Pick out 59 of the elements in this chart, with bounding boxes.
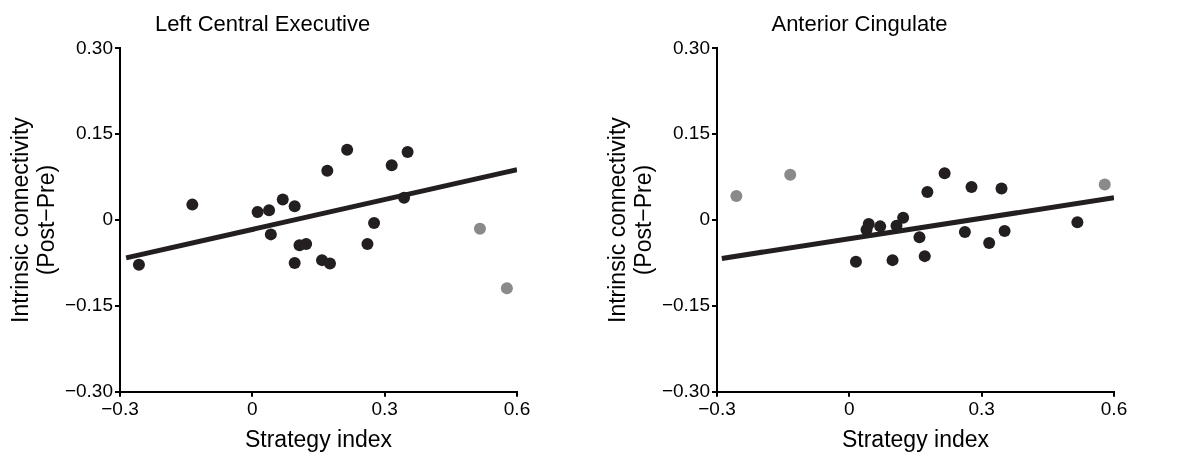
y-axis-title: Intrinsic connectivity (Post−Pre)	[603, 116, 657, 323]
point	[730, 190, 743, 203]
x-tick-label: 0.6	[503, 398, 531, 420]
point	[1098, 178, 1111, 191]
point	[263, 204, 276, 217]
point	[341, 143, 354, 156]
x-axis-title: Strategy index	[244, 426, 393, 453]
point	[132, 258, 145, 271]
x-tick-label: 0.6	[1100, 398, 1128, 420]
point	[995, 182, 1008, 195]
point	[958, 226, 971, 239]
point	[288, 256, 301, 269]
point	[874, 220, 887, 233]
y-axis-title: Intrinsic connectivity (Post−Pre)	[6, 116, 60, 323]
point	[251, 206, 264, 219]
y-tick-label: −0.30	[64, 379, 113, 401]
chart-title: Anterior Cingulate	[771, 11, 948, 37]
point	[288, 200, 301, 213]
point	[500, 282, 513, 295]
point	[361, 238, 374, 251]
y-tick-label: −0.15	[64, 294, 113, 316]
point	[784, 168, 797, 181]
x-tick-label: 0	[247, 398, 258, 420]
x-tick-label: 0.3	[371, 398, 398, 420]
point	[276, 193, 289, 206]
point	[938, 167, 951, 180]
point	[300, 238, 313, 251]
point	[473, 222, 486, 235]
point	[186, 198, 199, 211]
point	[886, 254, 899, 267]
point	[921, 186, 934, 199]
point	[913, 231, 926, 244]
x-tick-label: −0.3	[698, 398, 736, 420]
point	[321, 164, 334, 177]
y-tick-label: 0	[699, 208, 710, 230]
x-tick-label: 0.3	[968, 398, 995, 420]
point	[897, 211, 910, 224]
point	[368, 216, 381, 229]
point	[401, 145, 414, 158]
y-tick-label: 0.15	[672, 122, 710, 144]
y-tick-label: 0.30	[75, 36, 113, 58]
point	[1071, 216, 1084, 229]
x-axis-title: Strategy index	[841, 426, 990, 453]
y-tick-label: −0.15	[661, 294, 710, 316]
y-tick-label: 0	[102, 208, 113, 230]
chart-title: Left Central Executive	[154, 11, 371, 37]
y-tick-label: −0.30	[661, 379, 710, 401]
point	[918, 250, 931, 263]
point	[998, 224, 1011, 237]
x-tick-label: −0.3	[101, 398, 139, 420]
point	[849, 255, 862, 268]
y-tick-label: 0.15	[75, 122, 113, 144]
y-tick-label: 0.30	[672, 36, 710, 58]
point	[965, 180, 978, 193]
point	[983, 236, 996, 249]
x-tick-label: 0	[844, 398, 855, 420]
point	[323, 257, 336, 270]
point	[264, 228, 277, 241]
point	[385, 159, 398, 172]
